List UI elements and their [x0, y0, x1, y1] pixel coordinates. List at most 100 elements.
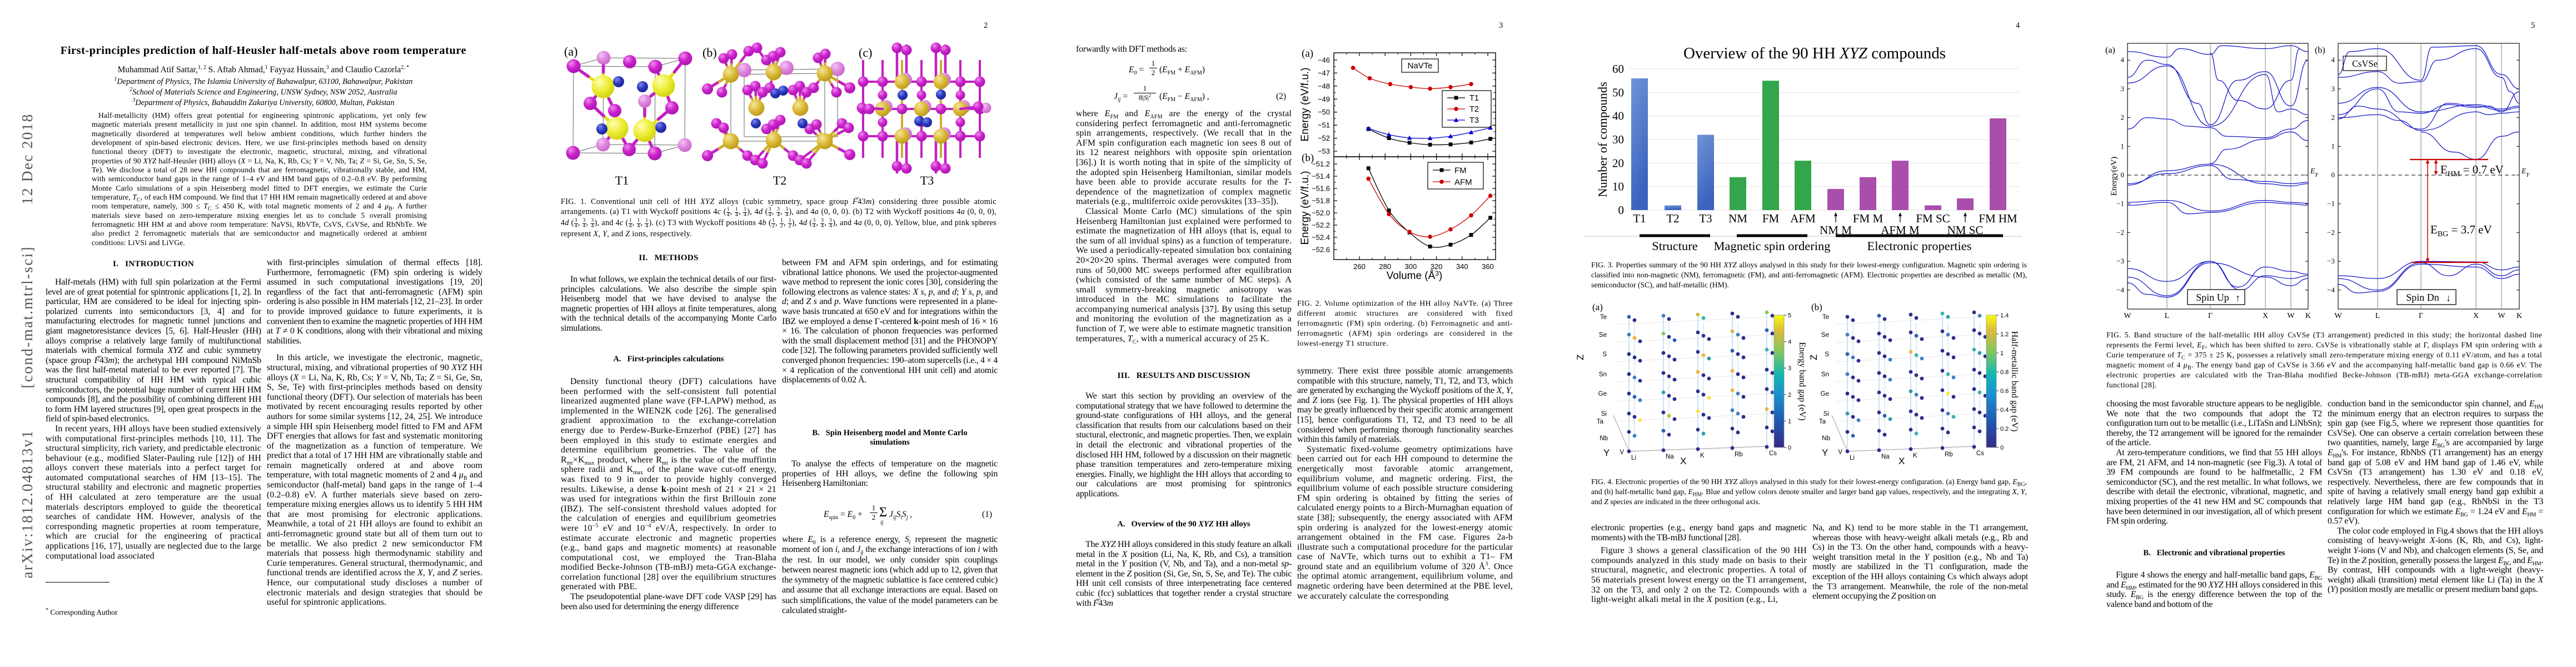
svg-text:Cs: Cs [1769, 450, 1777, 457]
svg-text:Rb: Rb [1735, 451, 1743, 458]
svg-text:NM: NM [1728, 212, 1747, 225]
svg-text:(a): (a) [564, 44, 577, 58]
svg-text:−48: −48 [1318, 82, 1330, 90]
svg-text:(b): (b) [1302, 152, 1314, 164]
svg-text:L: L [2375, 312, 2380, 320]
svg-text:−51.8: −51.8 [1312, 197, 1330, 205]
svg-text:W: W [2124, 312, 2131, 320]
svg-text:50: 50 [1612, 86, 1624, 99]
svg-text:Cs: Cs [1976, 450, 1984, 457]
svg-text:T2: T2 [773, 173, 786, 187]
svg-text:2: 2 [2331, 113, 2335, 122]
svg-text:60: 60 [1612, 62, 1624, 76]
svg-text:K: K [1700, 452, 1705, 459]
svg-text:1.2: 1.2 [2000, 331, 2009, 338]
svg-text:30: 30 [1612, 133, 1624, 146]
svg-text:CsVSe: CsVSe [2352, 58, 2378, 69]
svg-text:320: 320 [1431, 262, 1443, 271]
svg-text:40: 40 [1612, 109, 1624, 123]
svg-text:−52.4: −52.4 [1312, 233, 1330, 242]
svg-text:Γ: Γ [2208, 312, 2213, 320]
svg-text:S: S [1825, 351, 1829, 358]
svg-text:(b): (b) [702, 46, 717, 59]
svg-text:Structure: Structure [1652, 239, 1697, 253]
svg-text:3: 3 [2121, 84, 2125, 93]
svg-text:Ta: Ta [1819, 419, 1826, 425]
svg-text:−3: −3 [2327, 257, 2335, 265]
svg-text:−1: −1 [2327, 200, 2335, 208]
svg-text:Li: Li [1850, 455, 1855, 461]
svg-text:Energy band gap (eV): Energy band gap (eV) [1797, 342, 1807, 420]
svg-text:FM HM: FM HM [1979, 212, 2017, 225]
svg-text:Nb: Nb [1822, 435, 1830, 442]
svg-text:(a): (a) [1302, 48, 1313, 59]
svg-text:S: S [1602, 351, 1607, 358]
svg-text:Se: Se [1821, 332, 1829, 339]
svg-text:(b): (b) [1811, 302, 1822, 312]
svg-text:Te: Te [1600, 314, 1607, 321]
svg-text:(c): (c) [859, 46, 872, 59]
svg-text:T1: T1 [1633, 212, 1646, 225]
svg-text:−52.0: −52.0 [1312, 209, 1330, 217]
svg-text:Spin Dn: Spin Dn [2406, 292, 2439, 303]
svg-text:Sn: Sn [1599, 371, 1607, 378]
svg-text:FM M: FM M [1853, 212, 1884, 225]
svg-text:Te: Te [1822, 314, 1829, 321]
svg-text:1: 1 [1788, 418, 1791, 425]
svg-text:280: 280 [1379, 262, 1391, 271]
svg-text:1: 1 [2121, 142, 2125, 150]
svg-text:−2: −2 [2116, 228, 2124, 236]
svg-text:Rb: Rb [1945, 451, 1953, 458]
svg-text:Energy(eV): Energy(eV) [2110, 157, 2119, 196]
svg-text:4: 4 [1788, 339, 1791, 346]
svg-text:−51.4: −51.4 [1312, 172, 1330, 181]
svg-text:−3: −3 [2116, 257, 2124, 265]
svg-text:FM SC: FM SC [1916, 212, 1950, 225]
svg-text:Number of compounds: Number of compounds [1596, 82, 1610, 197]
svg-text:NaVTe: NaVTe [1407, 61, 1432, 71]
svg-text:↑: ↑ [2235, 292, 2240, 303]
svg-text:−51: −51 [1318, 121, 1330, 130]
svg-text:Z: Z [1575, 355, 1586, 360]
svg-text:0: 0 [2000, 445, 2004, 451]
svg-text:300: 300 [1405, 262, 1417, 271]
svg-text:Ge: Ge [1598, 391, 1607, 397]
svg-text:Si: Si [1601, 411, 1607, 417]
svg-text:−52.6: −52.6 [1312, 246, 1330, 254]
svg-text:Magnetic spin ordering: Magnetic spin ordering [1714, 239, 1831, 253]
svg-text:Ge: Ge [1821, 391, 1829, 397]
svg-text:−52: −52 [1318, 134, 1330, 142]
svg-text:T3: T3 [920, 173, 934, 187]
svg-text:Na: Na [1881, 454, 1890, 460]
svg-text:260: 260 [1353, 262, 1366, 271]
svg-text:T1: T1 [615, 173, 629, 187]
svg-text:Li: Li [1631, 455, 1636, 461]
svg-text:Si: Si [1823, 411, 1829, 417]
svg-text:0.2: 0.2 [2000, 426, 2009, 432]
svg-text:0.6: 0.6 [2000, 388, 2009, 395]
svg-text:−53: −53 [1318, 147, 1330, 156]
svg-text:Ta: Ta [1597, 419, 1604, 425]
svg-text:−51.6: −51.6 [1312, 185, 1330, 193]
svg-text:Sn: Sn [1821, 371, 1829, 378]
svg-text:Spin Up: Spin Up [2196, 292, 2229, 303]
svg-text:Energy (eV/f.u.): Energy (eV/f.u.) [1299, 171, 1311, 245]
svg-text:W: W [2498, 312, 2505, 320]
svg-text:T2: T2 [1469, 105, 1479, 114]
svg-text:Se: Se [1599, 332, 1607, 339]
svg-text:X: X [2473, 312, 2479, 320]
svg-text:(a): (a) [2105, 46, 2115, 55]
svg-text:Y: Y [1822, 447, 1828, 458]
svg-text:Overview of the 90 HH XYZ comp: Overview of the 90 HH XYZ compounds [1683, 44, 1946, 62]
svg-text:0: 0 [1618, 203, 1625, 217]
svg-text:4: 4 [2331, 56, 2335, 64]
svg-text:−4: −4 [2327, 286, 2335, 294]
svg-text:X: X [1899, 456, 1905, 466]
svg-text:Γ: Γ [2419, 312, 2423, 320]
svg-text:AFM: AFM [1454, 178, 1472, 187]
svg-text:−51.2: −51.2 [1312, 160, 1330, 168]
svg-text:−52.2: −52.2 [1312, 221, 1330, 230]
svg-text:(a): (a) [1592, 302, 1603, 312]
svg-text:↓: ↓ [2446, 292, 2451, 303]
svg-text:1.4: 1.4 [2000, 312, 2009, 319]
